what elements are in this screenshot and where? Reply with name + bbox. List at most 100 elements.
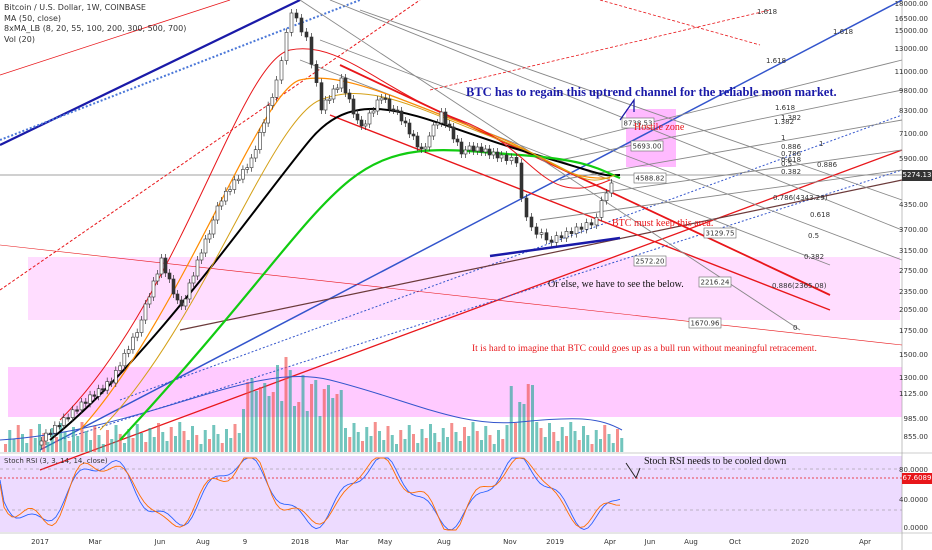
candle — [604, 192, 609, 201]
candle — [96, 388, 101, 397]
candle — [343, 77, 348, 94]
volume-bars — [0, 357, 624, 452]
price-tick: 11000.00 — [895, 68, 928, 76]
volume-bar — [395, 444, 398, 452]
volume-bar — [603, 425, 607, 452]
price-tick: 1125.00 — [899, 390, 928, 398]
candle — [379, 97, 384, 101]
volume-bar — [246, 382, 250, 452]
volume-bar — [199, 444, 203, 452]
trend-line-14 — [329, 0, 903, 231]
candle — [395, 109, 400, 112]
volume-bar — [80, 422, 84, 452]
fib-level-label: 0.618 — [810, 211, 830, 219]
volume-bar — [165, 441, 169, 452]
candle — [274, 79, 279, 98]
volume-bar — [616, 429, 619, 452]
candle — [101, 388, 105, 391]
price-tick: 8300.00 — [899, 107, 928, 115]
candle — [195, 259, 200, 277]
volume-bar — [216, 434, 220, 452]
candle — [479, 146, 484, 153]
candle — [135, 332, 140, 338]
time-tick: Mar — [335, 538, 348, 546]
trend-line-20 — [559, 119, 903, 181]
volume-bar — [131, 438, 135, 452]
volume-bar — [229, 438, 233, 452]
volume-bar — [276, 365, 279, 452]
volume-bar — [318, 416, 322, 452]
hostile-zone-label: Hostile zone — [634, 122, 685, 133]
volume-bar — [509, 386, 513, 452]
symbol-title: Bitcoin / U.S. Dollar, 1W, COINBASE — [4, 3, 146, 12]
candle — [347, 92, 352, 100]
volume-bar — [310, 384, 313, 452]
candle — [88, 394, 92, 404]
price-tick: 3700.00 — [899, 226, 928, 234]
trend-line-5 — [39, 149, 903, 471]
candle — [594, 217, 599, 226]
trend-line-4 — [39, 0, 903, 451]
stoch-tick: 80.0000 — [899, 466, 928, 474]
candle — [443, 111, 448, 125]
candle — [245, 167, 250, 170]
price-box-label: 2572.20 — [636, 258, 665, 266]
candle — [359, 119, 364, 127]
volume-bar — [29, 429, 33, 452]
volume-bar — [497, 430, 500, 452]
time-tick: Mar — [88, 538, 101, 546]
candle — [48, 432, 53, 435]
candle — [467, 145, 472, 151]
candle — [131, 336, 135, 351]
price-tick: 5900.00 — [899, 155, 928, 163]
volume-bar — [611, 443, 615, 452]
time-axis: 2017 Mar Jun Aug 9 2018 Mar May Aug Nov 2019 Apr Jun… — [31, 538, 871, 546]
price-tick: 1500.00 — [899, 351, 928, 359]
volume-bar — [365, 427, 369, 452]
volume-bar — [573, 431, 577, 452]
volume-bar — [63, 432, 67, 452]
candle — [524, 197, 529, 218]
fib-labels: 8738.53 5693.00 4588.82 3129.75 2572.20 2216.… — [621, 8, 853, 332]
volume-bar — [505, 425, 509, 452]
candle — [589, 222, 594, 226]
price-box-label: 2216.24 — [701, 279, 730, 287]
fib-level-label: 1 — [781, 134, 785, 142]
candle — [113, 370, 118, 384]
candle — [427, 135, 432, 148]
volume-bar — [106, 430, 109, 452]
fib-level-label: 1.618 — [757, 8, 777, 16]
volume-bar — [4, 444, 7, 452]
candle — [383, 97, 388, 100]
volume-bar — [420, 429, 424, 452]
volume-bar — [42, 433, 46, 452]
volume-bar — [144, 442, 148, 452]
candle — [367, 112, 372, 125]
price-tick: 1300.00 — [899, 374, 928, 382]
price-tick: 9800.00 — [899, 87, 928, 95]
candle — [451, 126, 456, 140]
volume-bar — [259, 387, 262, 452]
volume-bar — [424, 438, 428, 452]
candle — [599, 200, 604, 218]
volume-bar — [441, 428, 445, 452]
price-box-label: 3129.75 — [706, 230, 735, 238]
volume-bar — [203, 430, 207, 452]
price-tick: 3150.00 — [899, 247, 928, 255]
candle — [554, 235, 559, 243]
trend-line-12 — [489, 236, 621, 258]
trend-line-2 — [0, 0, 231, 76]
candle — [423, 146, 428, 150]
candle — [53, 425, 57, 434]
time-tick: Apr — [859, 538, 871, 546]
candle — [399, 110, 404, 122]
candle — [83, 401, 88, 404]
candle — [579, 226, 584, 230]
volume-bar — [225, 429, 228, 452]
volume-bar — [280, 401, 284, 452]
stoch-note: Stoch RSI needs to be cooled down — [644, 456, 787, 467]
candle — [171, 278, 176, 295]
volume-bar — [161, 432, 165, 452]
time-tick: May — [378, 538, 392, 546]
